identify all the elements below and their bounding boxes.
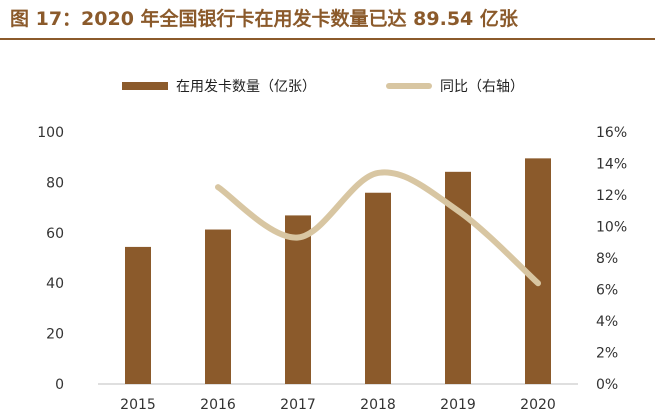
- x-axis-tick-label: 2015: [120, 397, 156, 412]
- x-axis-tick-label: 2017: [280, 397, 316, 412]
- legend-swatch-line: [386, 83, 432, 89]
- left-axis-tick-label: 100: [37, 125, 64, 141]
- right-axis-tick-label: 14%: [596, 157, 627, 173]
- left-axis-tick-label: 0: [55, 377, 64, 393]
- bar: [365, 192, 391, 384]
- legend-item-line: 同比（右轴）: [386, 76, 524, 96]
- bar: [285, 215, 311, 384]
- left-axis-tick-label: 60: [46, 226, 64, 242]
- right-axis-tick-label: 16%: [596, 125, 627, 141]
- title-divider: [0, 38, 655, 40]
- left-axis-tick-label: 40: [46, 276, 64, 292]
- x-axis-tick-label: 2016: [200, 397, 236, 412]
- legend: 在用发卡数量（亿张） 同比（右轴）: [0, 76, 655, 98]
- left-axis-tick-label: 20: [46, 327, 64, 343]
- right-axis-tick-label: 2%: [596, 346, 618, 362]
- legend-item-bars: 在用发卡数量（亿张）: [122, 76, 316, 96]
- right-axis-tick-label: 10%: [596, 220, 627, 236]
- x-axis-tick-label: 2020: [520, 397, 556, 412]
- bar: [125, 246, 151, 384]
- right-axis-tick-label: 12%: [596, 188, 627, 204]
- left-axis-tick-label: 80: [46, 175, 64, 191]
- bar: [205, 229, 231, 384]
- right-axis-tick-label: 6%: [596, 283, 618, 299]
- right-axis-tick-label: 4%: [596, 314, 618, 330]
- x-axis-tick-label: 2018: [360, 397, 396, 412]
- x-axis-tick-label: 2019: [440, 397, 476, 412]
- legend-swatch-bar: [122, 82, 168, 90]
- chart-title: 图 17：2020 年全国银行卡在用发卡数量已达 89.54 亿张: [10, 8, 518, 30]
- right-axis-tick-label: 8%: [596, 251, 618, 267]
- legend-label-line: 同比（右轴）: [440, 79, 524, 95]
- right-axis-tick-label: 0%: [596, 377, 618, 393]
- yoy-line: [215, 169, 541, 287]
- legend-label-bars: 在用发卡数量（亿张）: [176, 79, 316, 95]
